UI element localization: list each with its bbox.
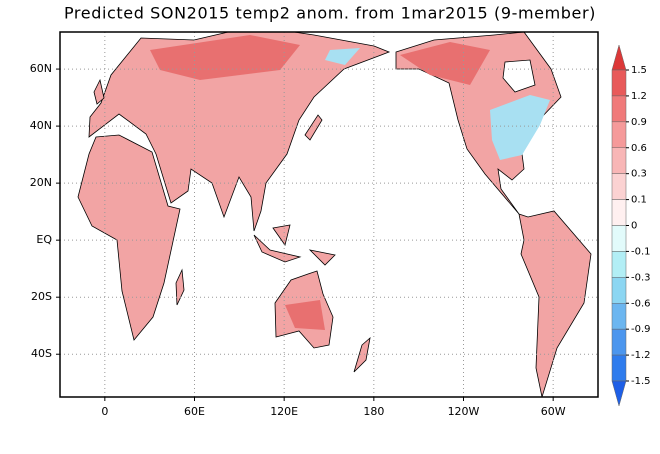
colorbar-label: -1.2 (631, 350, 651, 361)
colorbar-box (611, 173, 627, 200)
japan (304, 114, 323, 141)
colorbar-label: -0.6 (631, 298, 651, 309)
colorbar-label: -1.5 (631, 376, 651, 387)
colorbar-label: -0.1 (631, 246, 651, 257)
colorbar-box (611, 328, 627, 356)
colorbar-extend-high (611, 44, 627, 71)
colorbar-box (611, 147, 627, 174)
africa (77, 134, 181, 341)
colorbar-box (611, 225, 627, 252)
indonesia (253, 224, 336, 266)
warm-patch-asia (150, 35, 300, 80)
colorbar-box (611, 303, 627, 330)
y-tick-label: 60N (30, 62, 52, 75)
landmasses (77, 32, 592, 397)
colorbar-box (611, 69, 627, 97)
axis-ticks: 0 60E 120E 180 120W 60W 60N 40N 20N EQ 20S 40S (30, 62, 566, 418)
americas (395, 32, 592, 397)
colorbar-box (611, 277, 627, 304)
cold-patch-asia (325, 48, 360, 65)
british-isles (93, 78, 105, 105)
colorbar-label: 1.5 (631, 65, 647, 76)
map-title: Predicted SON2015 temp2 anom. from 1mar2… (64, 4, 596, 23)
colorbar-label: 0.9 (631, 117, 647, 128)
graticule (60, 32, 598, 397)
colorbar-label: -0.3 (631, 272, 651, 283)
new-zealand (353, 336, 371, 373)
map-frame (59, 31, 599, 398)
x-tick-label: 180 (363, 405, 384, 418)
madagascar (175, 268, 185, 306)
y-tick-label: 40N (30, 119, 52, 132)
colorbar-box (611, 199, 627, 226)
colorbar-box (611, 95, 627, 123)
x-tick-label: 0 (101, 405, 108, 418)
colorbar-label: -0.9 (631, 324, 651, 335)
colorbar-box (611, 121, 627, 149)
y-tick-label: EQ (36, 233, 52, 246)
colorbar-label: 0.1 (631, 195, 647, 206)
cold-patch-us (490, 95, 550, 160)
colorbar-label: 1.2 (631, 91, 647, 102)
colorbar-label: 0 (631, 221, 637, 232)
colorbar-label: 0.6 (631, 143, 647, 154)
colorbar-box (611, 354, 627, 382)
colorbar: 1.5 1.2 0.9 0.6 0.3 0.1 0 -0.1 -0.3 -0.6 -0.9 -1.2 -… (611, 44, 651, 407)
x-tick-label: 60E (184, 405, 205, 418)
warm-patch-australia (285, 300, 325, 330)
y-tick-label: 20N (30, 176, 52, 189)
hudson-bay (502, 59, 536, 93)
x-tick-label: 120W (448, 405, 480, 418)
colorbar-extend-low (611, 380, 627, 407)
colorbar-box (611, 251, 627, 278)
warm-patch-alaska (400, 42, 490, 85)
x-tick-label: 120E (270, 405, 298, 418)
eurasia (88, 32, 391, 232)
y-tick-label: 20S (31, 290, 52, 303)
y-tick-label: 40S (31, 347, 52, 360)
colorbar-label: 0.3 (631, 169, 647, 180)
x-tick-label: 60W (541, 405, 566, 418)
